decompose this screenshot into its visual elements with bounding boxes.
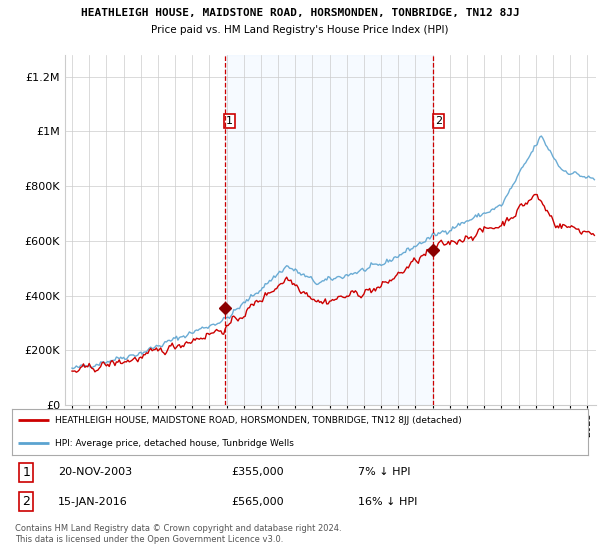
Text: HEATHLEIGH HOUSE, MAIDSTONE ROAD, HORSMONDEN, TONBRIDGE, TN12 8JJ (detached): HEATHLEIGH HOUSE, MAIDSTONE ROAD, HORSMO… — [55, 416, 462, 425]
Text: 16% ↓ HPI: 16% ↓ HPI — [358, 497, 417, 507]
Text: HEATHLEIGH HOUSE, MAIDSTONE ROAD, HORSMONDEN, TONBRIDGE, TN12 8JJ: HEATHLEIGH HOUSE, MAIDSTONE ROAD, HORSMO… — [80, 8, 520, 18]
Text: 2: 2 — [435, 116, 442, 126]
Text: 1: 1 — [22, 466, 31, 479]
Text: 1: 1 — [226, 116, 233, 126]
Bar — [224, 55, 433, 405]
Text: Contains HM Land Registry data © Crown copyright and database right 2024.
This d: Contains HM Land Registry data © Crown c… — [15, 524, 341, 544]
Text: 20-NOV-2003: 20-NOV-2003 — [58, 467, 132, 477]
Text: HPI: Average price, detached house, Tunbridge Wells: HPI: Average price, detached house, Tunb… — [55, 438, 294, 448]
Text: £355,000: £355,000 — [231, 467, 284, 477]
Text: 15-JAN-2016: 15-JAN-2016 — [58, 497, 128, 507]
Text: Price paid vs. HM Land Registry's House Price Index (HPI): Price paid vs. HM Land Registry's House … — [151, 25, 449, 35]
Text: 2: 2 — [22, 495, 31, 508]
Text: £565,000: £565,000 — [231, 497, 284, 507]
Text: 7% ↓ HPI: 7% ↓ HPI — [358, 467, 410, 477]
